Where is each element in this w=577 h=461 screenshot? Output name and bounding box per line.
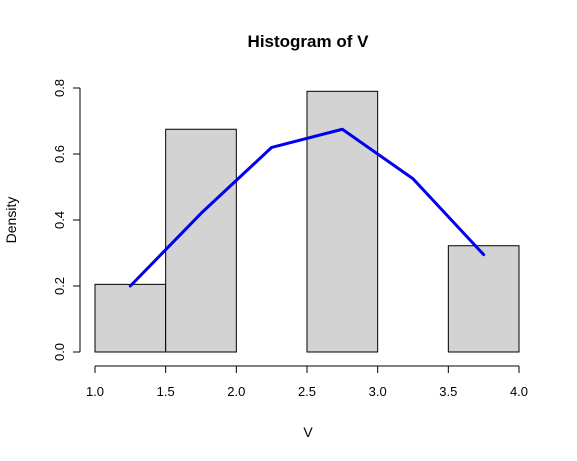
y-tick-label: 0.6 (52, 145, 67, 163)
x-tick-label: 4.0 (510, 384, 528, 399)
x-tick-label: 2.0 (227, 384, 245, 399)
x-tick-label: 3.5 (439, 384, 457, 399)
y-tick-label: 0.0 (52, 343, 67, 361)
x-tick-label: 1.0 (86, 384, 104, 399)
chart-title: Histogram of V (248, 32, 370, 51)
x-tick-label: 3.0 (369, 384, 387, 399)
y-tick-label: 0.2 (52, 277, 67, 295)
histogram-bars (94, 90, 520, 353)
density-line (128, 127, 486, 288)
y-axis-label: Density (3, 197, 19, 244)
density-line-layer (128, 127, 486, 288)
histogram-bar-0 (94, 283, 167, 353)
histogram-bar-5 (447, 245, 520, 353)
x-tick-label: 1.5 (157, 384, 175, 399)
histogram-bar-1 (165, 128, 237, 353)
x-axis-label: V (303, 424, 313, 440)
x-tick-label: 2.5 (298, 384, 316, 399)
y-axis: 0.0 0.2 0.4 0.6 0.8 (52, 79, 81, 361)
x-axis: 1.0 1.5 2.0 2.5 3.0 3.5 4.0 (86, 365, 528, 399)
y-tick-label: 0.8 (52, 79, 67, 97)
y-tick-label: 0.4 (52, 211, 67, 229)
